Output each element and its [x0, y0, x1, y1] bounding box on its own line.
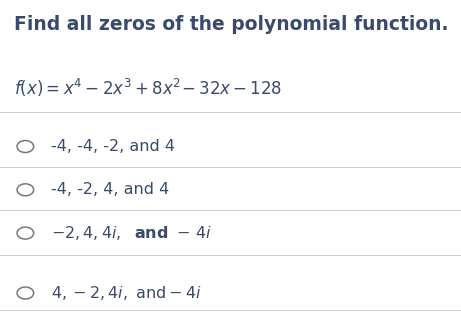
- Text: $\mathit{f}(x) = x^4 - 2x^3 + 8x^2\!-32x - 128$: $\mathit{f}(x) = x^4 - 2x^3 + 8x^2\!-32x…: [14, 77, 282, 99]
- Text: $-2, 4, 4\mathit{i},$  $\mathbf{and}$$ \ -\, 4\mathit{i}$: $-2, 4, 4\mathit{i},$ $\mathbf{and}$$ \ …: [51, 224, 212, 242]
- Text: Find all zeros of the polynomial function.: Find all zeros of the polynomial functio…: [14, 15, 449, 34]
- Text: -4, -2, 4, and 4: -4, -2, 4, and 4: [51, 182, 169, 197]
- Text: -4, -4, -2, and 4: -4, -4, -2, and 4: [51, 139, 175, 154]
- Text: $4, -2, 4\mathit{i},\ \mathrm{and} -4\mathit{i}$: $4, -2, 4\mathit{i},\ \mathrm{and} -4\ma…: [51, 284, 201, 302]
